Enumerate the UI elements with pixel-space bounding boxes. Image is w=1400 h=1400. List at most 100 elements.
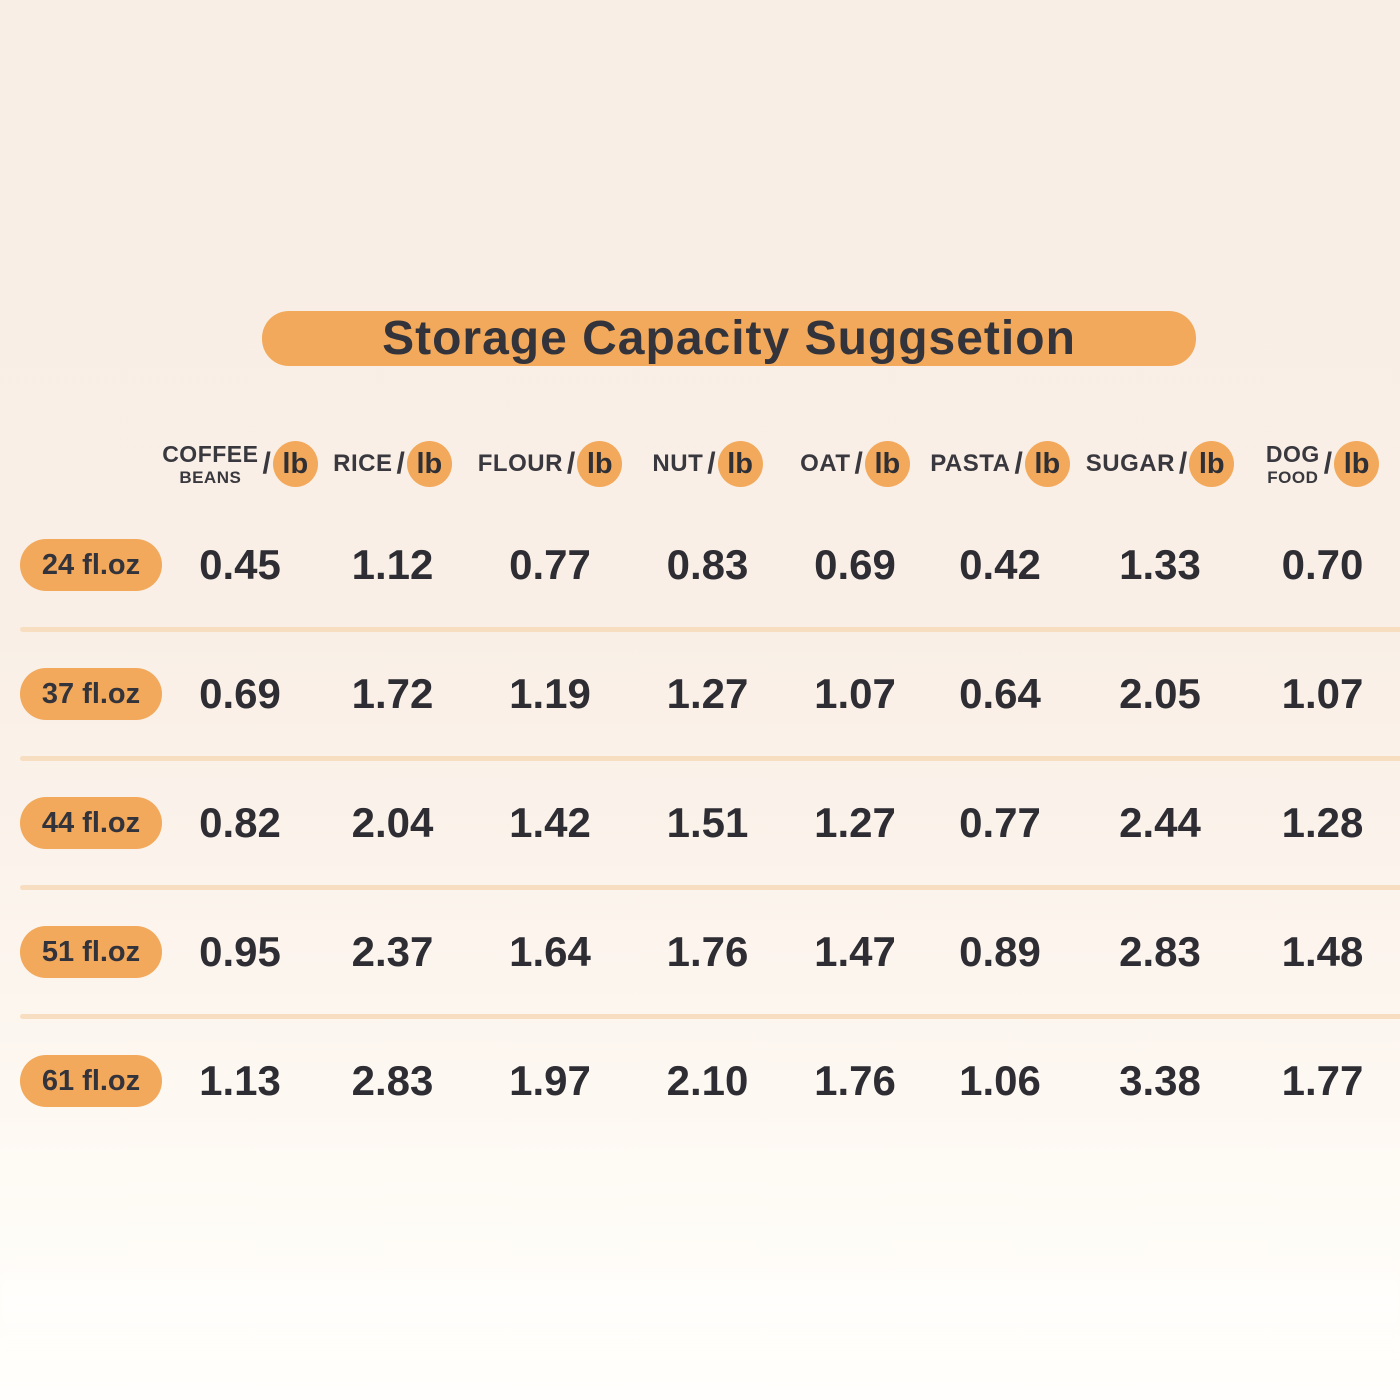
column-name: OAT	[800, 452, 850, 476]
slash-separator: /	[262, 447, 271, 480]
column-name: COFFEE BEANS	[162, 440, 259, 487]
size-pill: 44 fl.oz	[20, 797, 162, 849]
row-divider	[20, 627, 1400, 632]
row-divider	[20, 885, 1400, 890]
capacity-value: 1.07	[814, 670, 896, 717]
table-row: 37 fl.oz 0.69 1.72 1.19 1.27 1.07 0.64 2.05 1.07	[0, 632, 1400, 756]
capacity-value: 1.64	[509, 928, 591, 975]
table-header-row: COFFEE BEANS / lb RICE / lb FLOUR / lb NUT / lb OAT / l…	[0, 425, 1400, 503]
size-pill: 37 fl.oz	[20, 668, 162, 720]
slash-separator: /	[1178, 447, 1188, 480]
unit-badge: lb	[1334, 441, 1380, 487]
row-label-cell: 51 fl.oz	[0, 926, 165, 978]
table-row: 51 fl.oz 0.95 2.37 1.64 1.76 1.47 0.89 2.83 1.48	[0, 890, 1400, 1014]
column-name-line1: FLOUR	[477, 450, 563, 477]
table-row: 24 fl.oz 0.45 1.12 0.77 0.83 0.69 0.42 1.33 0.70	[0, 503, 1400, 627]
page-title: Storage Capacity Suggsetion	[382, 312, 1076, 365]
capacity-value: 0.70	[1281, 541, 1364, 588]
table-row: 44 fl.oz 0.82 2.04 1.42 1.51 1.27 0.77 2.44 1.28	[0, 761, 1400, 885]
unit-badge: lb	[1189, 441, 1235, 487]
column-name-line1: RICE	[333, 450, 393, 477]
column-header: RICE / lb	[315, 441, 470, 487]
unit-badge: lb	[272, 441, 318, 487]
column-header: FLOUR / lb	[470, 441, 630, 487]
column-name-line1: COFFEE	[162, 440, 259, 467]
column-name-line1: DOG	[1265, 440, 1320, 467]
row-divider	[20, 756, 1400, 761]
unit-badge: lb	[406, 441, 452, 487]
capacity-value: 0.64	[959, 670, 1041, 717]
column-name: DOG FOOD	[1265, 440, 1320, 487]
column-header: NUT / lb	[630, 441, 785, 487]
row-divider	[20, 1014, 1400, 1019]
capacity-value: 1.51	[666, 799, 749, 846]
column-name: RICE	[333, 452, 392, 476]
unit-badge: lb	[864, 441, 910, 487]
capacity-value: 2.37	[351, 928, 434, 975]
capacity-value: 1.13	[199, 1057, 281, 1104]
capacity-value: 0.77	[959, 799, 1041, 846]
slash-separator: /	[1014, 447, 1023, 480]
title-banner: Storage Capacity Suggsetion	[262, 311, 1196, 366]
column-name: PASTA	[930, 452, 1010, 476]
capacity-value: 0.89	[959, 928, 1041, 975]
column-name-line1: PASTA	[930, 450, 1011, 477]
row-label-cell: 61 fl.oz	[0, 1055, 165, 1107]
capacity-value: 1.06	[959, 1057, 1041, 1104]
column-name: NUT	[652, 452, 703, 476]
column-header: OAT / lb	[785, 441, 925, 487]
column-name-line2: BEANS	[179, 467, 242, 487]
slash-separator: /	[707, 447, 716, 480]
capacity-value: 1.77	[1281, 1057, 1364, 1104]
capacity-value: 0.42	[959, 541, 1041, 588]
capacity-value: 0.83	[666, 541, 749, 588]
capacity-value: 1.27	[814, 799, 896, 846]
capacity-value: 1.47	[814, 928, 896, 975]
capacity-table: COFFEE BEANS / lb RICE / lb FLOUR / lb NUT / lb OAT / l…	[0, 425, 1400, 1143]
capacity-value: 0.95	[199, 928, 281, 975]
slash-separator: /	[396, 447, 405, 480]
capacity-value: 1.76	[814, 1057, 896, 1104]
column-name: SUGAR	[1086, 452, 1175, 476]
capacity-value: 1.28	[1281, 799, 1364, 846]
slash-separator: /	[566, 447, 576, 480]
column-header: SUGAR / lb	[1075, 441, 1245, 487]
capacity-value: 1.42	[509, 799, 591, 846]
column-header: DOG FOOD / lb	[1245, 441, 1400, 487]
capacity-value: 0.69	[199, 670, 281, 717]
capacity-value: 1.97	[509, 1057, 591, 1104]
column-name-line2: FOOD	[1267, 467, 1319, 487]
capacity-value: 2.83	[351, 1057, 434, 1104]
capacity-value: 1.27	[666, 670, 749, 717]
table-body: 24 fl.oz 0.45 1.12 0.77 0.83 0.69 0.42 1.33 0.70…	[0, 503, 1400, 1143]
capacity-value: 2.10	[666, 1057, 749, 1104]
unit-badge: lb	[1024, 441, 1070, 487]
capacity-value: 1.07	[1281, 670, 1364, 717]
capacity-value: 2.05	[1119, 670, 1201, 717]
size-pill: 24 fl.oz	[20, 539, 162, 591]
row-label-cell: 24 fl.oz	[0, 539, 165, 591]
capacity-value: 3.38	[1119, 1057, 1201, 1104]
capacity-value: 2.83	[1119, 928, 1201, 975]
table-row: 61 fl.oz 1.13 2.83 1.97 2.10 1.76 1.06 3.38 1.77	[0, 1019, 1400, 1143]
unit-badge: lb	[717, 441, 763, 487]
capacity-value: 2.04	[351, 799, 434, 846]
slash-separator: /	[1323, 447, 1333, 480]
slash-separator: /	[854, 447, 863, 480]
capacity-value: 1.12	[351, 541, 434, 588]
capacity-value: 0.45	[199, 541, 281, 588]
unit-badge: lb	[577, 441, 623, 487]
size-pill: 51 fl.oz	[20, 926, 162, 978]
capacity-value: 1.48	[1281, 928, 1364, 975]
column-header: PASTA / lb	[925, 441, 1075, 487]
capacity-value: 1.33	[1119, 541, 1201, 588]
capacity-value: 0.77	[509, 541, 591, 588]
column-name: FLOUR	[478, 452, 563, 476]
row-label-cell: 37 fl.oz	[0, 668, 165, 720]
column-name-line1: SUGAR	[1085, 450, 1175, 477]
column-header: COFFEE BEANS / lb	[162, 440, 318, 487]
capacity-value: 0.69	[814, 541, 896, 588]
capacity-value: 2.44	[1119, 799, 1201, 846]
capacity-value: 0.82	[199, 799, 281, 846]
